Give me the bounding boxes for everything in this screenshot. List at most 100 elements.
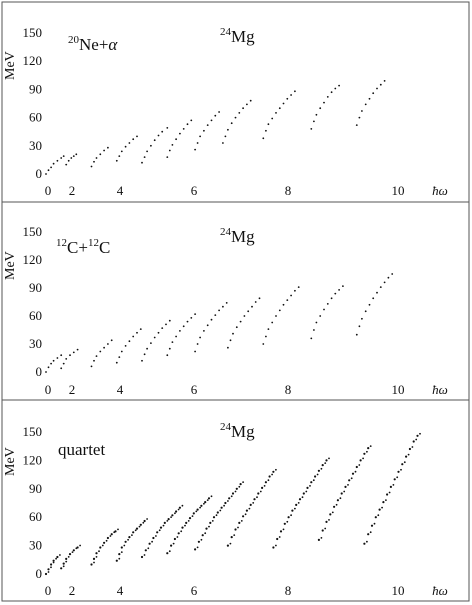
- data-point: [230, 536, 233, 539]
- data-point: [229, 542, 232, 545]
- data-point: [47, 568, 50, 571]
- data-point: [218, 309, 221, 312]
- data-point: [268, 475, 271, 478]
- data-point: [342, 285, 344, 287]
- data-point: [344, 485, 347, 488]
- data-point: [159, 526, 163, 529]
- data-point: [76, 348, 79, 351]
- data-point: [235, 487, 238, 490]
- data-point: [44, 572, 48, 576]
- data-point: [396, 476, 399, 479]
- data-point: [376, 87, 378, 90]
- data-point: [143, 554, 146, 556]
- data-point: [175, 335, 178, 338]
- data-point: [153, 336, 156, 339]
- data-point: [47, 571, 50, 573]
- data-point: [148, 542, 151, 545]
- data-point: [196, 508, 199, 511]
- data-point: [175, 138, 178, 141]
- x-unit-label: ħω: [432, 183, 448, 198]
- data-point: [225, 302, 228, 304]
- data-point: [343, 490, 346, 493]
- data-point: [177, 532, 180, 535]
- data-point: [136, 331, 138, 334]
- x-tick-label: 10: [392, 382, 405, 397]
- data-point: [56, 159, 59, 162]
- data-point: [267, 123, 270, 126]
- data-point: [313, 329, 315, 331]
- data-point: [72, 549, 75, 552]
- data-point: [201, 534, 204, 537]
- data-point: [191, 515, 194, 517]
- data-point: [363, 452, 366, 455]
- data-point: [194, 148, 197, 151]
- data-point: [120, 551, 123, 553]
- data-point: [93, 359, 95, 362]
- data-point: [200, 504, 203, 507]
- data-point: [115, 159, 118, 162]
- data-point: [139, 523, 142, 526]
- data-point: [173, 537, 176, 541]
- data-point: [295, 503, 298, 506]
- data-point: [170, 544, 173, 547]
- y-tick-label: 120: [23, 452, 43, 467]
- data-point: [166, 127, 169, 129]
- data-point: [324, 527, 327, 530]
- data-point: [338, 289, 340, 291]
- data-point: [283, 522, 286, 525]
- data-point: [226, 544, 229, 547]
- annotation-sup1: 20: [68, 34, 80, 46]
- data-point: [242, 107, 245, 110]
- data-point: [306, 486, 309, 489]
- data-point: [168, 149, 171, 152]
- data-point: [387, 276, 390, 279]
- data-point: [257, 492, 260, 495]
- data-point: [323, 308, 325, 311]
- data-point: [178, 506, 181, 509]
- data-point: [230, 495, 233, 498]
- data-point: [181, 526, 184, 529]
- data-point: [348, 479, 351, 482]
- data-point: [364, 103, 367, 106]
- data-point: [258, 297, 261, 300]
- data-point: [330, 297, 333, 300]
- data-point: [134, 529, 137, 532]
- data-point: [124, 145, 127, 148]
- data-point: [212, 516, 216, 519]
- data-point: [358, 116, 361, 119]
- data-point: [381, 506, 383, 509]
- data-point: [227, 500, 229, 502]
- data-point: [238, 521, 241, 525]
- data-point: [312, 479, 315, 482]
- data-point: [186, 123, 189, 126]
- data-point: [155, 535, 157, 537]
- data-point: [251, 305, 253, 308]
- x-ticks: 0 2 4 6 8 10 ħω: [45, 583, 448, 598]
- data-point: [196, 343, 199, 345]
- chart-title: 24Mg: [220, 26, 255, 46]
- data-point: [120, 150, 123, 153]
- y-tick-label: 30: [29, 336, 42, 351]
- data-point: [222, 142, 224, 144]
- data-point: [232, 332, 234, 335]
- data-point: [147, 547, 150, 550]
- data-point: [99, 153, 102, 156]
- data-point: [278, 536, 281, 538]
- data-point: [118, 553, 121, 556]
- data-point: [272, 546, 275, 549]
- data-point: [369, 445, 372, 447]
- x-tick-label: 8: [285, 183, 292, 198]
- data-point: [65, 163, 68, 166]
- data-point: [45, 173, 47, 175]
- data-point: [95, 157, 98, 159]
- data-point: [227, 128, 229, 131]
- data-point: [372, 92, 375, 95]
- data-point: [262, 137, 265, 140]
- data-point: [216, 511, 219, 514]
- data-point: [416, 434, 419, 437]
- y-tick-label: 90: [29, 481, 42, 496]
- data-point: [314, 475, 317, 478]
- data-point: [165, 323, 167, 326]
- data-point: [259, 490, 262, 493]
